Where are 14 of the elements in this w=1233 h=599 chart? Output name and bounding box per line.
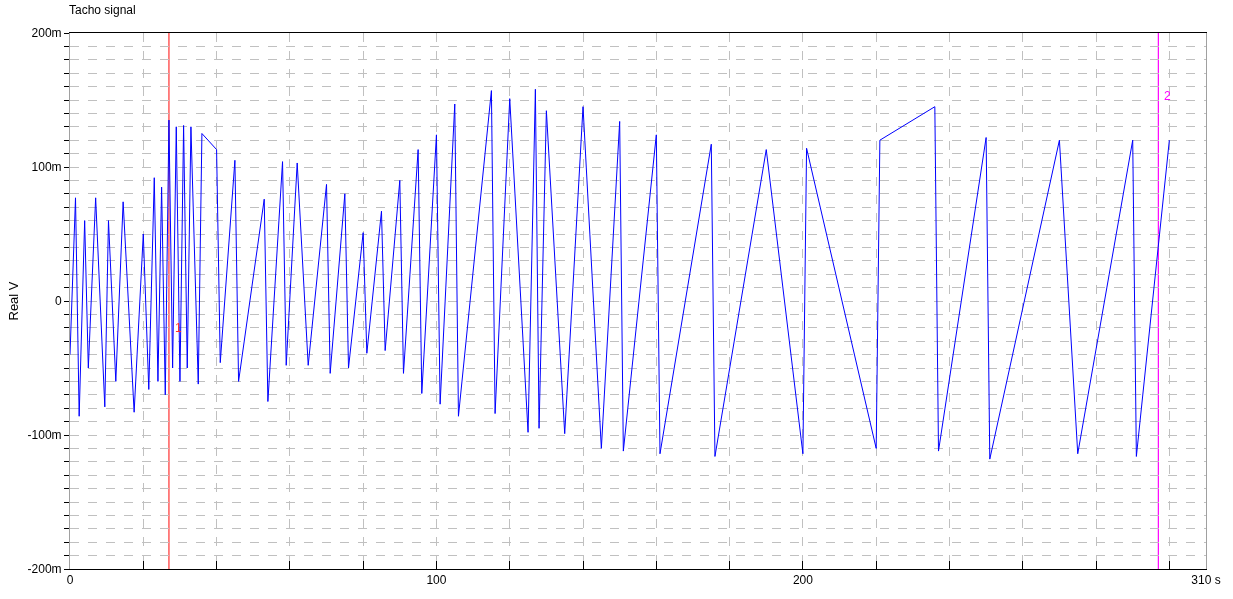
x-tick-label: 0 bbox=[66, 573, 74, 588]
y-tick-label: 100m bbox=[31, 160, 62, 175]
y-tick-label: -100m bbox=[27, 428, 62, 443]
y-tick-label: 0 bbox=[54, 294, 62, 309]
chart-title: Tacho signal bbox=[69, 3, 136, 18]
y-axis-title: Real V bbox=[5, 281, 21, 321]
annotation: 1 bbox=[175, 321, 182, 335]
line-series bbox=[70, 88, 1170, 460]
annotation: 2 bbox=[1164, 89, 1171, 103]
x-tick-label: 310 s bbox=[1191, 573, 1221, 588]
y-tick-label: 200m bbox=[31, 26, 62, 41]
x-tick-label: 100 bbox=[426, 573, 447, 588]
y-tick-label: -200m bbox=[27, 562, 62, 577]
x-tick-label: 200 bbox=[792, 573, 814, 588]
